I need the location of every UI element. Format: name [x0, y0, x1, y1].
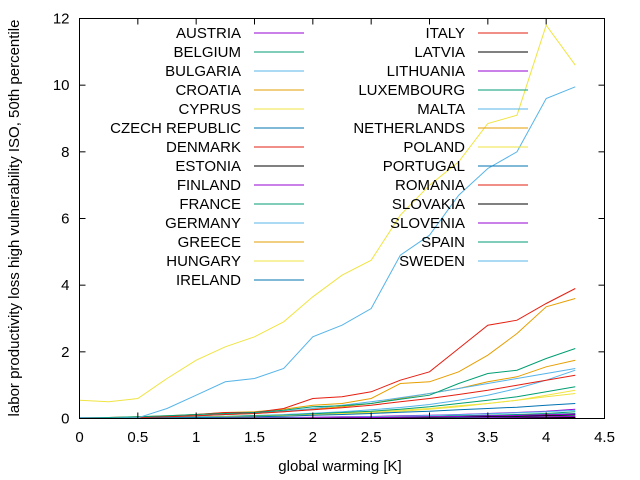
- legend-item-italy: ITALY: [426, 25, 528, 42]
- series-line-poland: [79, 24, 576, 403]
- y-tick-label: 8: [61, 144, 69, 161]
- legend-label: SLOVENIA: [390, 215, 465, 232]
- legend-label: PORTUGAL: [383, 158, 465, 175]
- legend-label: FRANCE: [179, 196, 241, 213]
- y-tick-label: 6: [61, 211, 69, 228]
- legend-item-portugal: PORTUGAL: [383, 158, 528, 175]
- y-tick-label: 12: [53, 11, 70, 28]
- x-tick-label: 0.5: [127, 429, 148, 446]
- x-tick-label: 4.5: [594, 429, 615, 446]
- legend-item-germany: GERMANY: [165, 215, 304, 232]
- legend-label: SPAIN: [421, 234, 465, 251]
- legend-item-bulgaria: BULGARIA: [165, 63, 304, 80]
- x-axis: 0 0.5 1 1.5 2 2.5 3 3.5 4 4.5: [75, 18, 615, 446]
- legend-item-latvia: LATVIA: [414, 44, 528, 61]
- legend-item-croatia: CROATIA: [175, 82, 304, 99]
- legend-label: LITHUANIA: [387, 63, 465, 80]
- legend-item-ireland: IRELAND: [176, 272, 304, 289]
- legend-label: DENMARK: [166, 139, 241, 156]
- legend-item-netherlands: NETHERLANDS: [353, 120, 528, 137]
- legend-label: CZECH REPUBLIC: [110, 120, 241, 137]
- legend-item-poland: POLAND: [403, 139, 528, 156]
- legend-item-cyprus: CYPRUS: [178, 101, 304, 118]
- legend-item-lithuania: LITHUANIA: [387, 63, 528, 80]
- legend-label: GREECE: [178, 234, 241, 251]
- legend-label: POLAND: [403, 139, 465, 156]
- series-layer: [79, 24, 576, 419]
- legend-item-hungary: HUNGARY: [166, 253, 304, 270]
- legend-label: ROMANIA: [395, 177, 465, 194]
- y-tick-label: 4: [61, 277, 69, 294]
- y-tick-label: 0: [61, 411, 69, 428]
- legend-label: LUXEMBOURG: [358, 82, 465, 99]
- legend-label: LATVIA: [414, 44, 465, 61]
- plot-frame: [79, 18, 605, 419]
- legend-item-spain: SPAIN: [421, 234, 528, 251]
- legend-item-sweden: SWEDEN: [399, 253, 528, 270]
- legend-label: IRELAND: [176, 272, 241, 289]
- y-axis-label: labor productivity loss high vulnerabili…: [6, 20, 23, 417]
- legend-label: FINLAND: [177, 177, 241, 194]
- legend-label: GERMANY: [165, 215, 241, 232]
- legend-label: CROATIA: [175, 82, 241, 99]
- legend-label: SLOVAKIA: [392, 196, 465, 213]
- legend-item-slovenia: SLOVENIA: [390, 215, 528, 232]
- legend-item-slovakia: SLOVAKIA: [392, 196, 528, 213]
- y-tick-label: 2: [61, 344, 69, 361]
- legend: AUSTRIA BELGIUM BULGARIA CROATIA CYPRUS CZECH…: [110, 25, 528, 289]
- legend-label: HUNGARY: [166, 253, 241, 270]
- legend-label: AUSTRIA: [176, 25, 241, 42]
- legend-item-estonia: ESTONIA: [175, 158, 304, 175]
- x-tick-label: 2: [309, 429, 317, 446]
- legend-item-malta: MALTA: [417, 101, 528, 118]
- series-line-portugal: [79, 403, 576, 419]
- legend-item-luxembourg: LUXEMBOURG: [358, 82, 528, 99]
- series-line-romania: [79, 374, 576, 419]
- x-axis-label: global warming [K]: [278, 458, 401, 475]
- legend-item-romania: ROMANIA: [395, 177, 528, 194]
- series-line-croatia: [79, 359, 576, 419]
- series-line-malta: [79, 368, 576, 419]
- legend-label: CYPRUS: [178, 101, 241, 118]
- x-tick-label: 1.5: [244, 429, 265, 446]
- x-tick-label: 0: [75, 429, 83, 446]
- y-tick-label: 10: [53, 77, 70, 94]
- legend-label: ITALY: [426, 25, 465, 42]
- series-line-spain: [79, 348, 576, 419]
- y-axis: 0 2 4 6 8 10 12: [53, 11, 605, 428]
- legend-item-belgium: BELGIUM: [173, 44, 304, 61]
- legend-item-greece: GREECE: [178, 234, 304, 251]
- series-line-bulgaria: [79, 369, 576, 419]
- legend-label: ESTONIA: [175, 158, 241, 175]
- x-tick-label: 3.5: [477, 429, 498, 446]
- legend-item-france: FRANCE: [179, 196, 304, 213]
- x-tick-label: 4: [542, 429, 550, 446]
- legend-label: BELGIUM: [173, 44, 241, 61]
- x-tick-label: 3: [425, 429, 433, 446]
- legend-item-denmark: DENMARK: [166, 139, 304, 156]
- x-tick-label: 2.5: [361, 429, 382, 446]
- legend-item-finland: FINLAND: [177, 177, 304, 194]
- legend-item-austria: AUSTRIA: [176, 25, 304, 42]
- series-line-greece: [79, 298, 576, 419]
- legend-label: BULGARIA: [165, 63, 241, 80]
- legend-label: SWEDEN: [399, 253, 465, 270]
- legend-label: NETHERLANDS: [353, 120, 465, 137]
- legend-label: MALTA: [417, 101, 465, 118]
- legend-item-czech-republic: CZECH REPUBLIC: [110, 120, 304, 137]
- x-tick-label: 1: [192, 429, 200, 446]
